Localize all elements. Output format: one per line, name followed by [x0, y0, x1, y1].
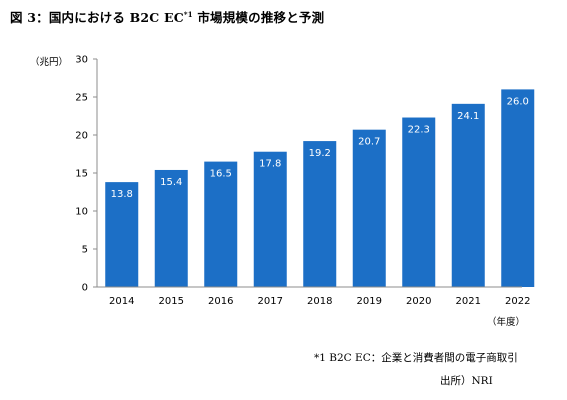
bar-2019: [352, 129, 386, 287]
bar-2021: [451, 103, 485, 287]
bars: 13.8 15.4 16.5 17.8 19.2 20.7 22.3 24.1 26.0: [105, 89, 535, 288]
bar-value-label-2022: 26.0: [507, 96, 529, 107]
y-tick-label: 10: [75, 207, 88, 218]
bar-2022: [501, 89, 535, 288]
x-tick-label-2018: 2018: [307, 296, 332, 307]
y-axis-title: （兆円）: [30, 56, 68, 68]
bar-value-label-2017: 17.8: [259, 159, 281, 170]
x-tick-label-2020: 2020: [406, 296, 431, 307]
bar-2015: [154, 169, 188, 287]
bar-value-label-2021: 24.1: [457, 111, 479, 122]
x-tick-label-2016: 2016: [208, 296, 233, 307]
chart-title: 図 3：国内における B2C EC*1 市場規模の推移と予測: [10, 7, 324, 26]
footnote-definition: *1 B2C EC：企業と消費者間の電子商取引: [314, 352, 518, 364]
bar-value-label-2020: 22.3: [408, 125, 430, 136]
bar-2014: [105, 182, 139, 287]
chart-title-suffix: 市場規模の推移と予測: [192, 10, 325, 25]
bar-2017: [253, 151, 287, 287]
y-tick-label: 5: [82, 245, 88, 256]
y-tick-label: 15: [75, 169, 88, 180]
footnote-source: 出所）NRI: [440, 375, 493, 387]
bar-2018: [303, 141, 337, 287]
x-tick-label-2015: 2015: [159, 296, 184, 307]
x-tick-label-2021: 2021: [456, 296, 481, 307]
bar-value-label-2016: 16.5: [210, 169, 232, 180]
chart-title-prefix: 図 3：国内における B2C EC: [10, 10, 184, 25]
y-tick-label: 25: [75, 93, 88, 104]
x-tick-label-2022: 2022: [505, 296, 530, 307]
x-tick-label-2019: 2019: [357, 296, 382, 307]
bar-value-label-2015: 15.4: [160, 177, 182, 188]
bar-2016: [204, 161, 238, 287]
chart-title-footnote-mark: *1: [183, 9, 193, 19]
y-tick-label: 20: [75, 131, 88, 142]
bar-2020: [402, 117, 436, 288]
x-tick-label-2014: 2014: [109, 296, 134, 307]
x-axis: 2014 2015 2016 2017 2018 2019 2020 2021 2022: [97, 286, 530, 307]
bar-value-label-2019: 20.7: [358, 137, 380, 148]
bar-value-label-2014: 13.8: [111, 189, 133, 200]
x-tick-label-2017: 2017: [258, 296, 283, 307]
x-axis-title: （年度）: [487, 316, 525, 328]
y-tick-label: 0: [82, 283, 88, 294]
bar-value-label-2018: 19.2: [309, 148, 331, 159]
y-tick-label: 30: [75, 55, 88, 66]
y-axis: 0 5 10 15 20 25 30: [75, 55, 98, 294]
